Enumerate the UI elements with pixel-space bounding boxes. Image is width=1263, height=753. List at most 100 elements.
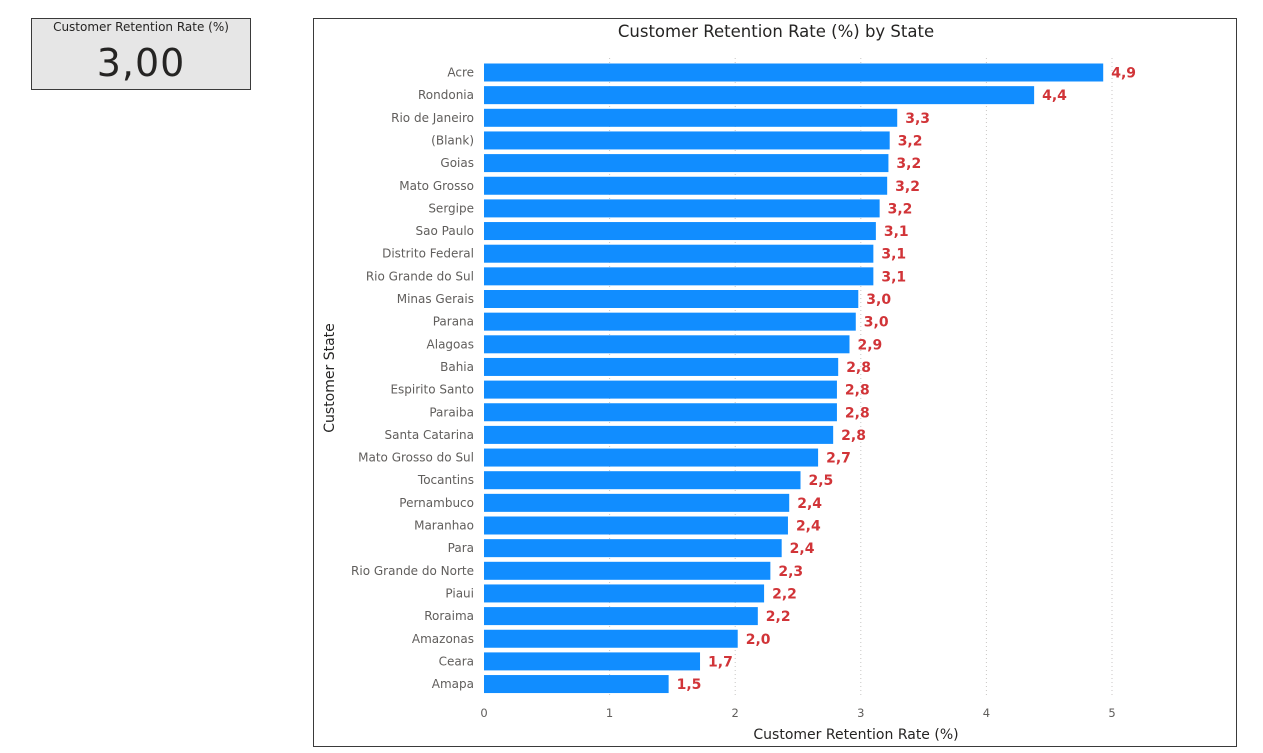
bar-row[interactable]: (Blank) 3,2 — [431, 131, 923, 150]
bar-row[interactable]: Amazonas 2,0 — [412, 629, 771, 648]
data-label: 3,2 — [895, 179, 920, 195]
bar[interactable] — [484, 176, 888, 195]
bar[interactable] — [484, 357, 839, 376]
bar-row[interactable]: Bahia 2,8 — [440, 357, 871, 376]
gridlines — [609, 58, 1113, 698]
bar-row[interactable]: Rio Grande do Sul 3,1 — [366, 267, 906, 286]
bar[interactable] — [484, 403, 837, 422]
bar[interactable] — [484, 244, 874, 263]
data-label: 2,9 — [857, 337, 882, 353]
bar-row[interactable]: Rio de Janeiro 3,3 — [391, 108, 930, 127]
category-label: Rio Grande do Sul — [366, 269, 474, 283]
bar[interactable] — [484, 607, 758, 626]
data-label: 2,2 — [772, 586, 797, 602]
bar-row[interactable]: Alagoas 2,9 — [427, 335, 883, 354]
bar-row[interactable]: Ceara 1,7 — [439, 652, 733, 671]
bar-row[interactable]: Pernambuco 2,4 — [399, 493, 822, 512]
data-label: 3,2 — [896, 156, 921, 172]
category-label: Parana — [433, 315, 474, 329]
bar-row[interactable]: Rio Grande do Norte 2,3 — [351, 561, 803, 580]
bar-row[interactable]: Goias 3,2 — [440, 154, 921, 173]
x-tick-label: 1 — [606, 706, 613, 720]
kpi-card-title: Customer Retention Rate (%) — [53, 20, 229, 34]
kpi-card[interactable]: Customer Retention Rate (%) 3,00 — [31, 18, 251, 90]
data-label: 2,3 — [778, 564, 803, 580]
category-label: Rio Grande do Norte — [351, 564, 474, 578]
category-label: Distrito Federal — [382, 247, 474, 261]
category-label: Bahia — [440, 360, 474, 374]
bar[interactable] — [484, 448, 819, 467]
bar[interactable] — [484, 675, 669, 694]
bar-row[interactable]: Sao Paulo 3,1 — [416, 222, 909, 241]
category-label: Rio de Janeiro — [391, 111, 474, 125]
bar[interactable] — [484, 131, 890, 150]
data-label: 2,7 — [826, 451, 851, 467]
bar-row[interactable]: Rondonia 4,4 — [418, 86, 1067, 105]
bar[interactable] — [484, 380, 837, 399]
bar-row[interactable]: Sergipe 3,2 — [428, 199, 913, 218]
data-label: 2,8 — [845, 405, 870, 421]
category-label: Mato Grosso do Sul — [358, 451, 474, 465]
bar-row[interactable]: Piaui 2,2 — [445, 584, 797, 603]
bar[interactable] — [484, 108, 898, 127]
category-label: Rondonia — [418, 88, 474, 102]
bar[interactable] — [484, 493, 790, 512]
data-label: 3,1 — [881, 247, 906, 263]
data-label: 2,4 — [796, 519, 821, 535]
bar-row[interactable]: Distrito Federal 3,1 — [382, 244, 906, 263]
category-label: Mato Grosso — [399, 179, 474, 193]
bar[interactable] — [484, 290, 859, 308]
bar-row[interactable]: Amapa 1,5 — [432, 675, 702, 694]
data-label: 2,2 — [766, 609, 791, 625]
data-label: 2,8 — [841, 428, 866, 444]
bar[interactable] — [484, 154, 889, 173]
bar-row[interactable]: Para 2,4 — [448, 539, 815, 558]
bar-row[interactable]: Minas Gerais 3,0 — [397, 290, 892, 308]
category-label: (Blank) — [431, 133, 474, 147]
x-tick-label: 2 — [732, 706, 739, 720]
bar-row[interactable]: Santa Catarina 2,8 — [385, 425, 866, 444]
category-label: Espirito Santo — [390, 383, 474, 397]
bar-row[interactable]: Tocantins 2,5 — [417, 471, 834, 490]
x-tick-label: 5 — [1108, 706, 1115, 720]
data-label: 2,4 — [790, 541, 815, 557]
data-label: 4,9 — [1111, 66, 1136, 82]
bar-row[interactable]: Mato Grosso do Sul 2,7 — [358, 448, 851, 467]
bar[interactable] — [484, 652, 701, 671]
bar-row[interactable]: Acre 4,9 — [447, 63, 1136, 82]
bar[interactable] — [484, 471, 801, 490]
category-label: Pernambuco — [399, 496, 474, 510]
bar[interactable] — [484, 561, 771, 580]
category-label: Piaui — [445, 586, 474, 600]
data-label: 4,4 — [1042, 88, 1067, 104]
data-label: 2,5 — [809, 473, 834, 489]
category-label: Alagoas — [427, 337, 474, 351]
bar-row[interactable]: Parana 3,0 — [433, 312, 889, 331]
category-label: Acre — [447, 66, 474, 80]
bar[interactable] — [484, 335, 850, 354]
bar-row[interactable]: Espirito Santo 2,8 — [390, 380, 870, 399]
bar[interactable] — [484, 86, 1035, 105]
bar[interactable] — [484, 425, 834, 444]
data-label: 3,1 — [884, 224, 909, 240]
bar[interactable] — [484, 516, 788, 535]
bar[interactable] — [484, 312, 856, 331]
bar-row[interactable]: Mato Grosso 3,2 — [399, 176, 920, 195]
category-label: Sao Paulo — [416, 224, 474, 238]
bar[interactable] — [484, 199, 880, 218]
bar[interactable] — [484, 267, 874, 286]
data-label: 3,1 — [881, 269, 906, 285]
data-label: 3,2 — [898, 133, 923, 149]
bar[interactable] — [484, 629, 738, 648]
bar[interactable] — [484, 63, 1104, 82]
bar-row[interactable]: Paraiba 2,8 — [429, 403, 870, 422]
bar-row[interactable]: Maranhao 2,4 — [414, 516, 821, 535]
bar[interactable] — [484, 222, 876, 241]
bar[interactable] — [484, 584, 765, 603]
bar-row[interactable]: Roraima 2,2 — [424, 607, 791, 626]
data-label: 3,2 — [888, 201, 913, 217]
data-label: 2,8 — [846, 360, 871, 376]
x-ticks-group: 0 1 2 3 4 5 — [480, 706, 1115, 720]
bar[interactable] — [484, 539, 782, 558]
